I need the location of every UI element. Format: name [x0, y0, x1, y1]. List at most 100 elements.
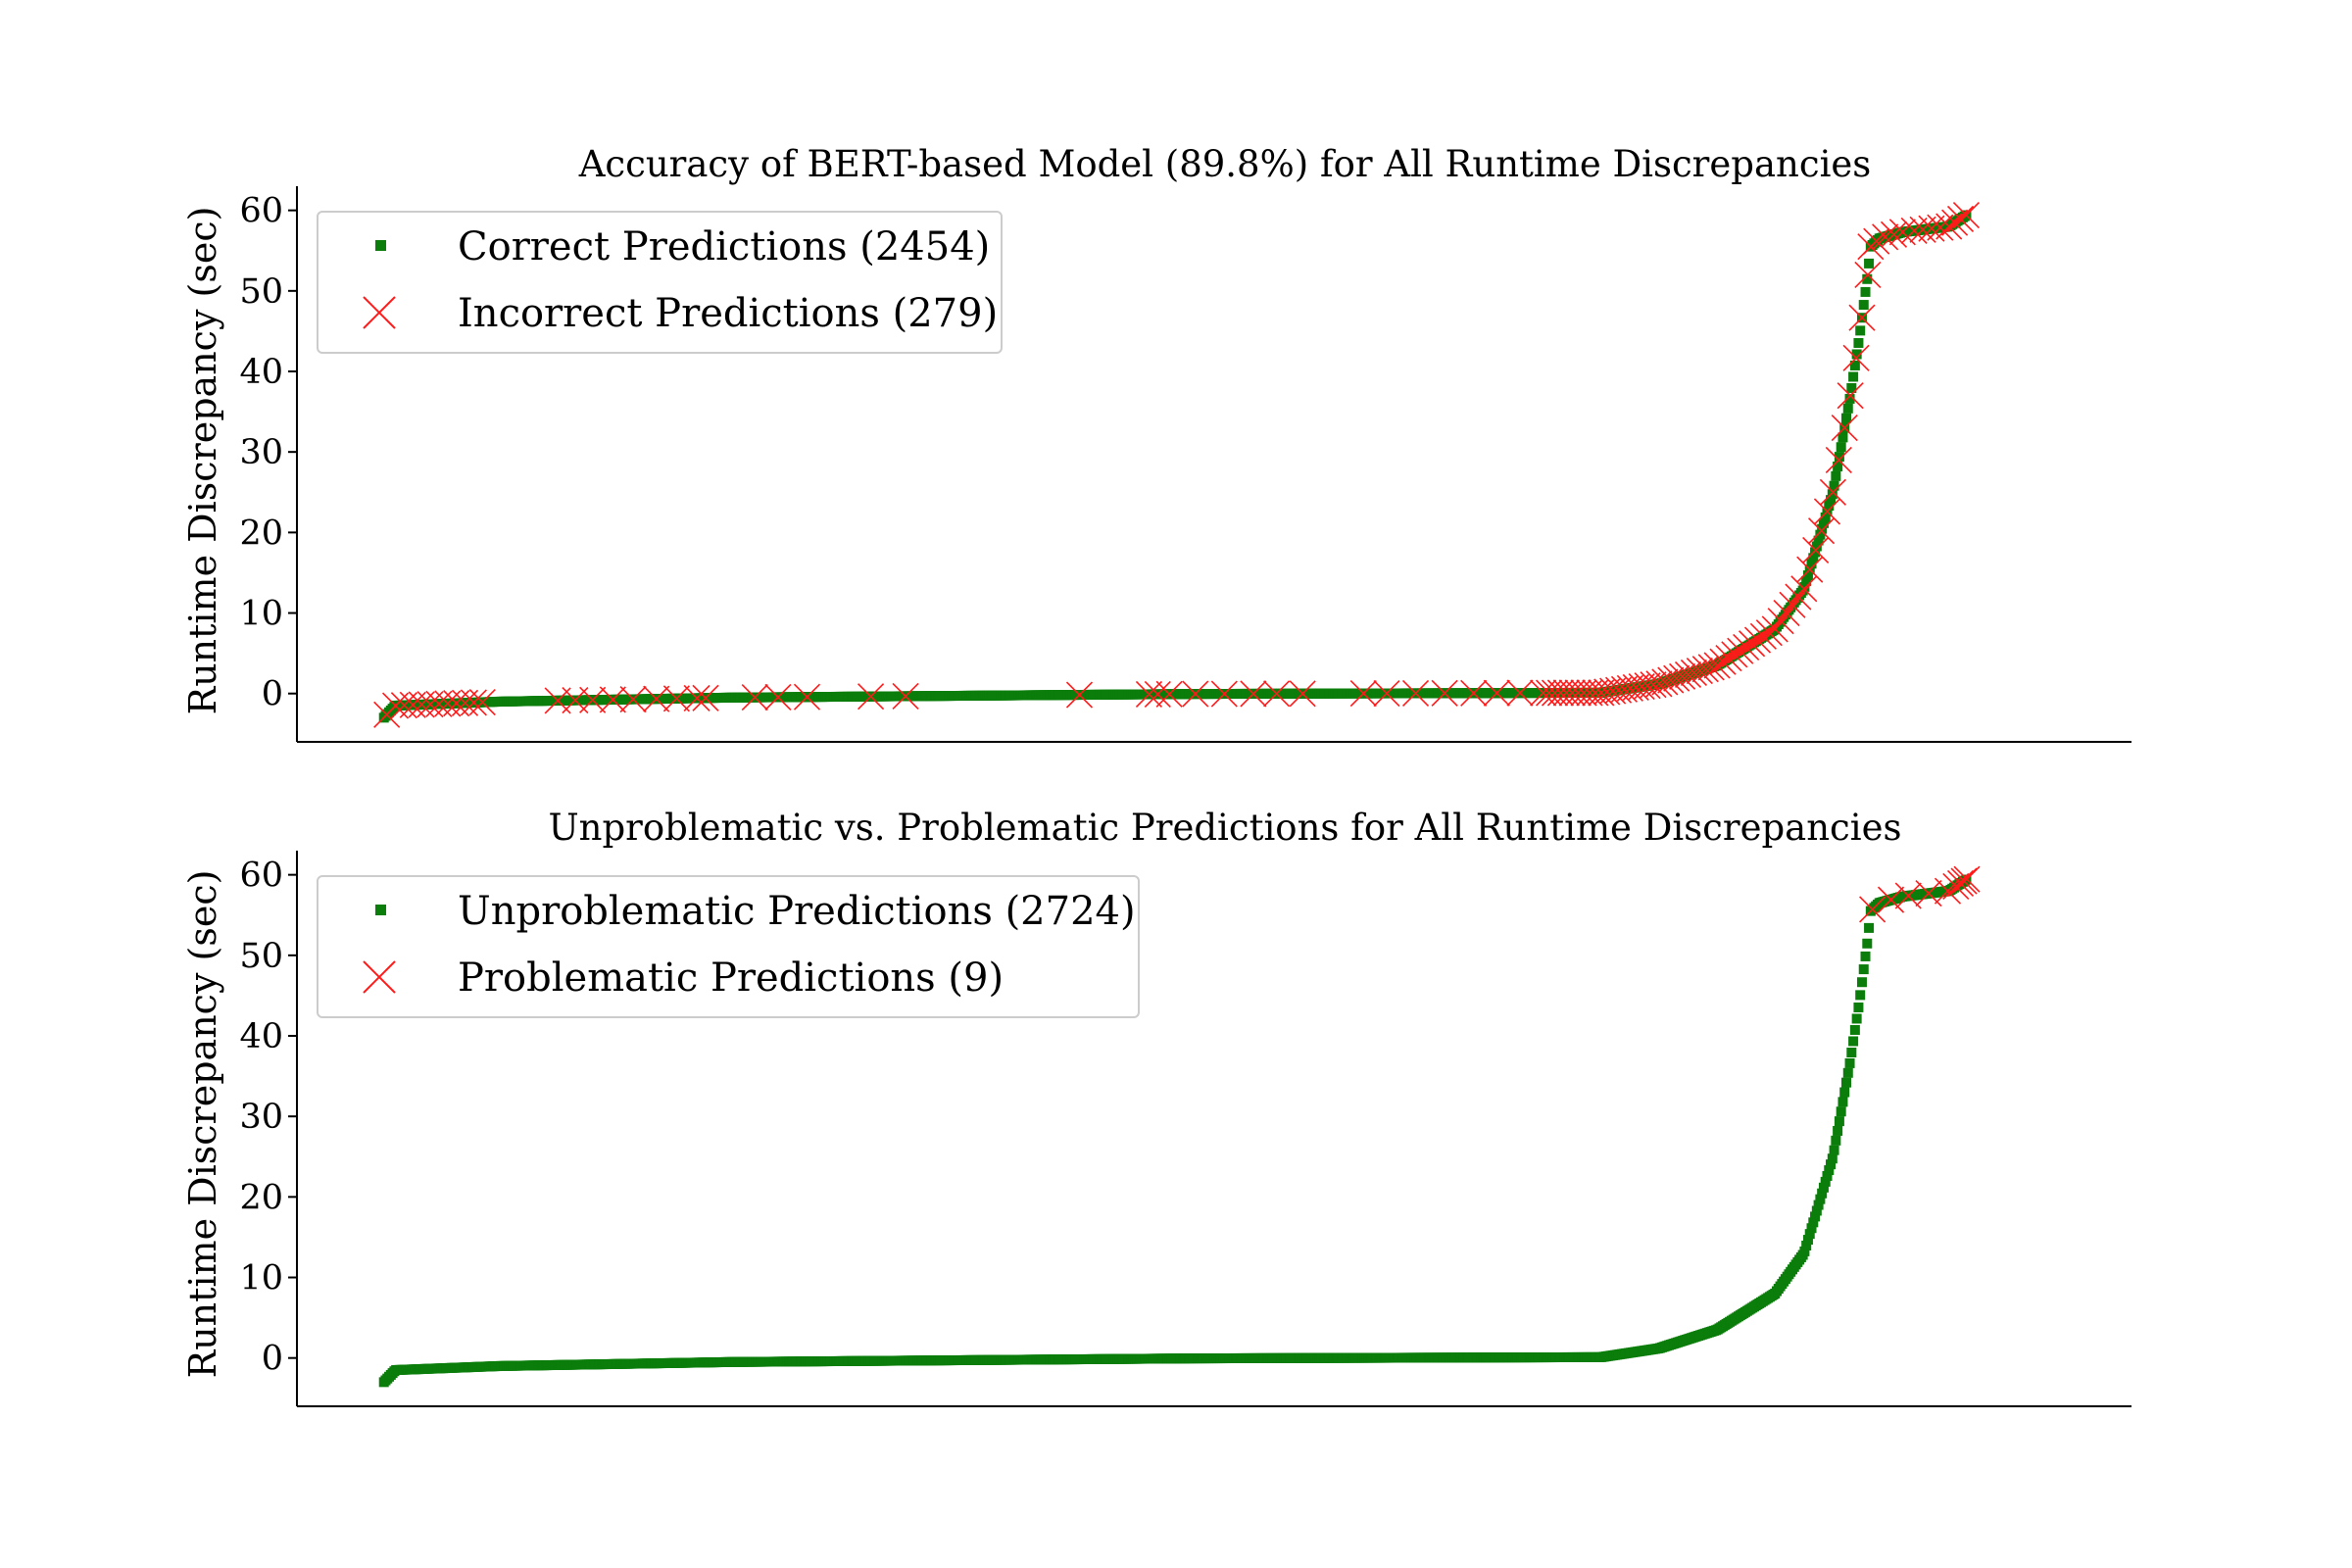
correct-point	[1810, 1211, 1821, 1222]
correct-point	[1811, 541, 1822, 552]
legend-unproblematic-label: Unproblematic Predictions (2724)	[458, 889, 1136, 934]
y-ticks: 0 10 20 30 40 50 60	[239, 192, 297, 714]
correct-point	[1858, 964, 1869, 975]
correct-point	[1799, 581, 1810, 592]
chart-title: Accuracy of BERT-based Model (89.8%) for…	[578, 143, 1872, 185]
correct-point	[1822, 1170, 1833, 1181]
incorrect-point	[1909, 216, 1936, 243]
correct-point	[1838, 432, 1848, 443]
incorrect-point	[1210, 680, 1238, 708]
incorrect-point	[1790, 575, 1818, 603]
axes	[296, 851, 2132, 1407]
legend-unproblematic-marker	[375, 905, 386, 915]
incorrect-point	[1877, 886, 1905, 913]
correct-point	[1856, 977, 1867, 988]
incorrect-point	[683, 684, 710, 711]
incorrect-point	[1680, 659, 1708, 687]
incorrect-point	[1802, 536, 1830, 564]
y-tick-label: 50	[239, 272, 283, 312]
incorrect-point	[1743, 626, 1772, 654]
correct-point	[1827, 1153, 1838, 1164]
correct-point	[1848, 371, 1859, 382]
correct-point	[1833, 461, 1843, 471]
incorrect-point	[1669, 662, 1696, 690]
correct-point	[1849, 1024, 1860, 1035]
y-tick-label: 60	[239, 857, 283, 896]
y-tick-label: 10	[239, 1259, 283, 1298]
correct-point	[1842, 1067, 1853, 1078]
chart-title: Unproblematic vs. Problematic Prediction…	[548, 807, 1901, 849]
incorrect-point	[1622, 673, 1649, 702]
incorrect-point	[1739, 630, 1766, 658]
y-tick-label: 40	[239, 353, 283, 392]
incorrect-point	[619, 685, 647, 713]
correct-point	[1846, 382, 1857, 393]
incorrect-point	[1727, 637, 1754, 664]
incorrect-point	[892, 682, 919, 710]
correct-point	[1833, 1125, 1843, 1136]
incorrect-point	[662, 685, 690, 712]
incorrect-point	[1616, 674, 1643, 702]
incorrect-point	[1144, 680, 1171, 708]
chart-panel-accuracy: Accuracy of BERT-based Model (89.8%) for…	[181, 143, 2132, 743]
correct-point	[1853, 337, 1864, 348]
incorrect-point	[1431, 679, 1458, 707]
incorrect-point	[1942, 872, 1970, 901]
incorrect-point	[1767, 608, 1794, 635]
y-tick-label: 60	[239, 192, 283, 231]
correct-point	[1844, 1057, 1855, 1068]
incorrect-point	[1691, 656, 1719, 683]
incorrect-point	[1506, 679, 1534, 707]
correct-point	[1831, 470, 1841, 481]
incorrect-point	[1837, 382, 1864, 410]
correct-point	[1801, 575, 1812, 586]
incorrect-point	[1953, 865, 1981, 893]
correct-point	[1834, 452, 1844, 463]
y-axis-label: Runtime Discrepancy (sec)	[181, 870, 224, 1379]
legend-problematic-label: Problematic Predictions (9)	[458, 956, 1004, 1001]
incorrect-point	[1263, 680, 1291, 708]
y-tick-label: 0	[262, 1340, 283, 1379]
correct-point	[1801, 1240, 1812, 1250]
correct-point	[1808, 553, 1819, 564]
incorrect-point	[1349, 680, 1377, 708]
correct-point	[1804, 1229, 1815, 1240]
correct-point	[1813, 535, 1824, 546]
incorrect-point	[1952, 201, 1980, 229]
correct-point	[1813, 1200, 1824, 1210]
correct-point	[1829, 1145, 1839, 1155]
correct-point	[1838, 1097, 1848, 1107]
incorrect-point	[1863, 227, 1890, 255]
incorrect-point	[1813, 498, 1841, 525]
incorrect-point	[1686, 658, 1713, 685]
incorrect-point	[1927, 214, 1954, 241]
incorrect-point	[1773, 599, 1800, 627]
correct-point	[1817, 523, 1828, 534]
correct-point	[1839, 1087, 1850, 1098]
data-points	[378, 865, 1981, 1388]
incorrect-point	[1709, 648, 1737, 675]
incorrect-point	[1825, 446, 1852, 473]
correct-point	[1848, 1036, 1859, 1047]
axes	[296, 186, 2132, 743]
incorrect-point	[599, 686, 626, 713]
y-tick-label: 20	[239, 1178, 283, 1217]
incorrect-point	[1634, 672, 1661, 700]
correct-point	[1818, 517, 1829, 528]
incorrect-point	[1155, 680, 1183, 708]
correct-point	[1799, 1246, 1810, 1256]
incorrect-point	[1854, 261, 1882, 288]
correct-point	[1802, 570, 1813, 581]
correct-point	[1840, 413, 1851, 423]
correct-point	[1826, 1159, 1837, 1170]
correct-point	[1844, 393, 1855, 404]
incorrect-point	[1796, 556, 1824, 583]
correct-point	[1826, 495, 1837, 506]
legend-incorrect-label: Incorrect Predictions (279)	[458, 291, 998, 336]
correct-point	[1829, 480, 1839, 491]
incorrect-point	[1483, 679, 1510, 707]
correct-point	[1811, 1205, 1822, 1216]
incorrect-point	[1900, 217, 1928, 244]
y-tick-label: 30	[239, 433, 283, 472]
